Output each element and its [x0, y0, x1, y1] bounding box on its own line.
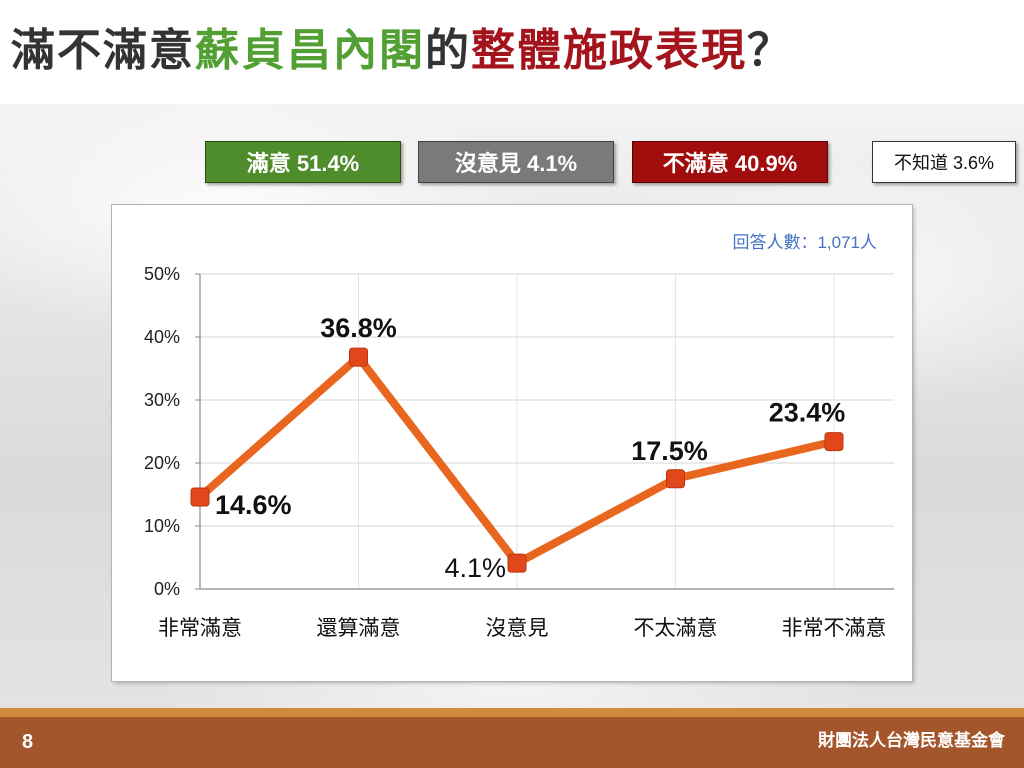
title-segment: 滿不滿意 — [11, 25, 195, 76]
x-category-label: 還算滿意 — [317, 617, 401, 640]
x-category-label: 沒意見 — [486, 617, 549, 640]
line-chart: 0% 10% 20% 30% 40% 50% 非常滿意 還算滿意 沒意見 不太滿意 非常不滿意 回答人… — [144, 233, 894, 640]
y-tick-label: 10% — [144, 516, 180, 536]
x-category-label: 非常不滿意 — [782, 617, 887, 640]
data-label: 23.4% — [769, 398, 846, 428]
footer-stripe — [0, 708, 1024, 717]
data-label: 36.8% — [320, 313, 397, 343]
title-segment-cabinet: 蘇貞昌內閣 — [195, 25, 425, 76]
summary-no-opinion-box: 沒意見 4.1% — [418, 141, 614, 183]
data-point-marker — [190, 487, 210, 507]
footer-bar: 8 財團法人台灣民意基金會 — [0, 717, 1024, 768]
data-point-marker — [824, 432, 844, 452]
title-segment: 的 — [425, 25, 471, 76]
summary-satisfied-box: 滿意 51.4% — [205, 141, 401, 183]
organization-name: 財團法人台灣民意基金會 — [818, 731, 1005, 751]
title-segment-performance: 整體施政表現 — [471, 25, 747, 76]
x-category-label: 不太滿意 — [634, 617, 718, 640]
data-label: 4.1% — [444, 553, 506, 583]
data-point-marker — [666, 469, 685, 489]
summary-dont-know-box: 不知道 3.6% — [872, 141, 1016, 183]
slide-title: 滿不滿意蘇貞昌內閣的整體施政表現？ — [11, 20, 793, 82]
summary-dissatisfied-box: 不滿意 40.9% — [632, 141, 828, 183]
response-count-annotation: 回答人數：1,071人 — [732, 233, 877, 252]
y-tick-label: 0% — [154, 579, 180, 599]
title-question-mark: ？ — [747, 25, 793, 76]
page-number: 8 — [22, 731, 34, 753]
data-label: 17.5% — [631, 436, 708, 466]
y-tick-label: 40% — [144, 327, 180, 347]
y-tick-label: 30% — [144, 390, 180, 410]
y-tick-label: 50% — [144, 264, 180, 284]
chart-panel: 0% 10% 20% 30% 40% 50% 非常滿意 還算滿意 沒意見 不太滿意 非常不滿意 回答人… — [112, 205, 912, 681]
data-point-marker — [349, 347, 368, 367]
data-label: 14.6% — [215, 490, 292, 520]
y-tick-label: 20% — [144, 453, 180, 473]
x-category-label: 非常滿意 — [158, 617, 242, 640]
data-point-marker — [507, 553, 527, 573]
